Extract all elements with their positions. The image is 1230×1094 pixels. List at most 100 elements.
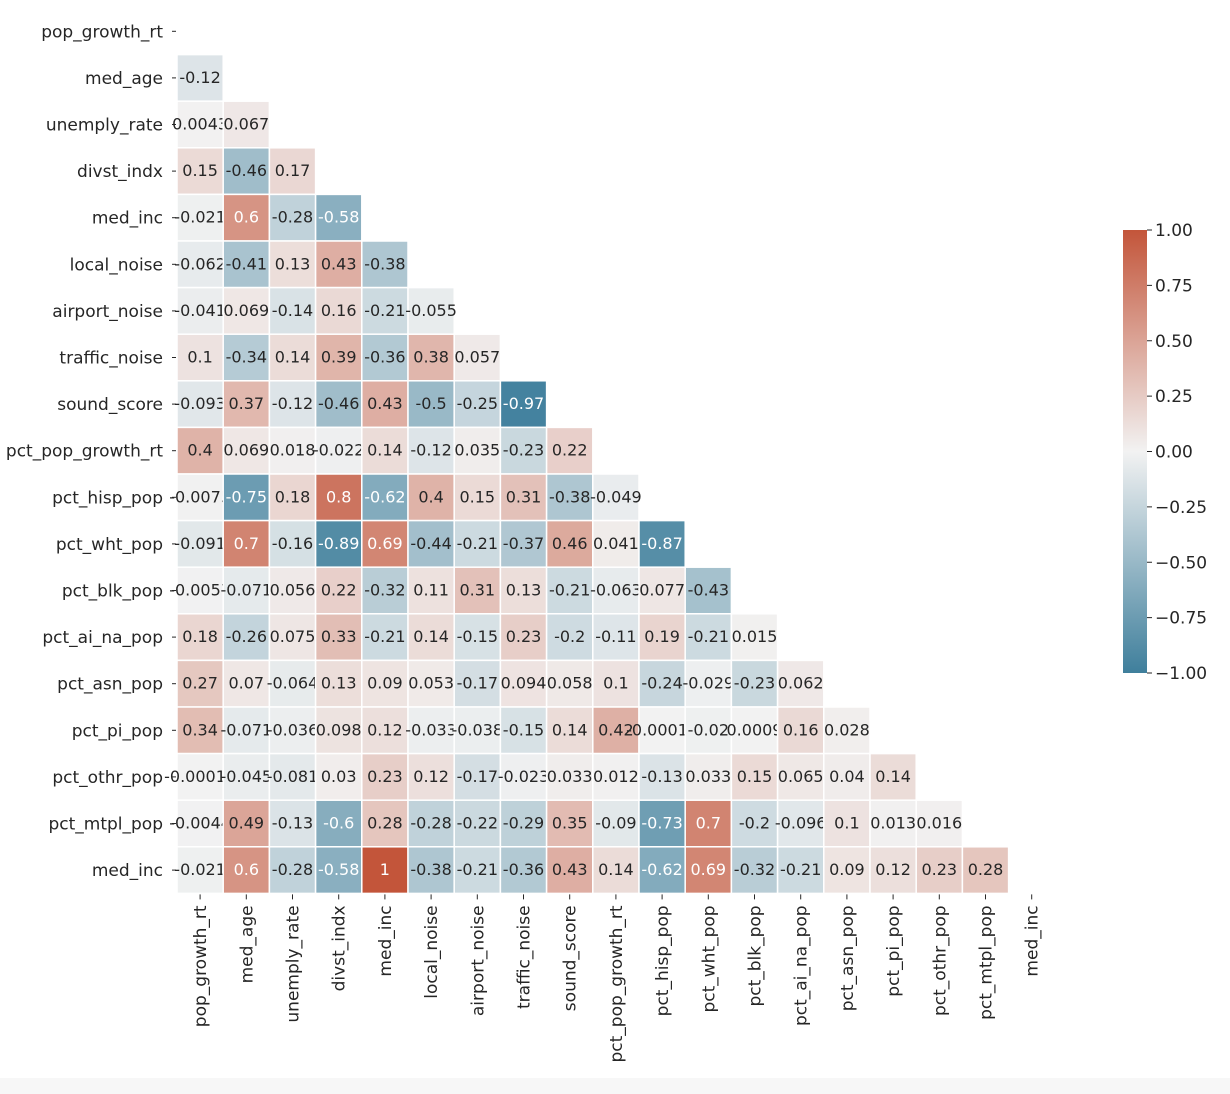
row-label: med_inc — [92, 861, 163, 881]
cell-annotation: 0.34 — [182, 720, 218, 739]
cell-annotation: -0.41 — [226, 254, 267, 273]
cell-annotation: 0.09 — [367, 674, 403, 693]
cell-annotation: 0.18 — [182, 627, 218, 646]
cell-annotation: -0.11 — [595, 627, 636, 646]
cell-annotation: -0.38 — [549, 487, 590, 506]
row-label: pct_blk_pop — [62, 582, 163, 602]
cell-annotation: 0.069 — [223, 441, 269, 460]
cell-annotation: -0.62 — [364, 487, 405, 506]
cell-annotation: 0.19 — [644, 627, 680, 646]
cell-annotation: 0.15 — [182, 161, 218, 180]
heatmap-cell — [684, 566, 733, 615]
heatmap-cell — [407, 659, 455, 708]
cell-annotation: -0.036 — [267, 720, 319, 739]
heatmap-cell — [869, 846, 917, 895]
cell-annotation: 0.03 — [321, 767, 357, 786]
heatmap-cell — [545, 659, 594, 708]
cell-annotation: 0.31 — [506, 487, 542, 506]
heatmap-cell — [268, 380, 317, 429]
cell-annotation: -0.58 — [318, 860, 359, 879]
colorbar-tick-label: −0.50 — [1155, 553, 1207, 573]
column-label: sound_score — [561, 905, 581, 1011]
cell-annotation: 0.23 — [506, 627, 542, 646]
cell-annotation: 0.22 — [552, 441, 588, 460]
column-label: local_noise — [422, 905, 442, 998]
heatmap-cell — [176, 566, 224, 615]
cell-annotation: 0.018 — [270, 441, 316, 460]
cell-annotation: 0.035 — [454, 441, 500, 460]
row-label: airport_noise — [52, 302, 163, 322]
column-label: pct_pi_pop — [884, 905, 904, 996]
colorbar-tick-label: 0.50 — [1155, 332, 1193, 352]
column-label: pct_othr_pop — [930, 905, 950, 1016]
heatmap-cell — [545, 426, 594, 475]
cell-annotation: 0.0043 — [172, 115, 228, 134]
cell-annotation: 0.12 — [413, 767, 449, 786]
cell-annotation: 0.1 — [834, 814, 859, 833]
cell-annotation: 0.11 — [413, 581, 449, 600]
heatmap-cell — [222, 193, 271, 242]
cell-annotation: 0.069 — [223, 301, 269, 320]
column-label: unemply_rate — [284, 905, 304, 1022]
cell-annotation: -0.21 — [457, 534, 498, 553]
row-label: traffic_noise — [59, 349, 163, 369]
heatmap-cell — [545, 566, 594, 615]
cell-annotation: 0.31 — [459, 581, 495, 600]
cell-annotation: 0.23 — [367, 767, 403, 786]
heatmap-cell — [314, 846, 363, 895]
cell-annotation: -0.37 — [503, 534, 544, 553]
cell-annotation: -0.0057 — [169, 581, 231, 600]
cell-annotation: -0.09 — [595, 814, 636, 833]
cell-annotation: -0.14 — [272, 301, 313, 320]
colorbar-tick-label: −0.75 — [1155, 609, 1207, 629]
cell-annotation: 0.12 — [367, 720, 403, 739]
row-label: med_inc — [92, 209, 163, 229]
cell-annotation: -0.58 — [318, 208, 359, 227]
bottom-bar — [0, 1078, 1230, 1094]
cell-annotation: 0.15 — [737, 767, 773, 786]
colorbar-tick-label: −1.00 — [1155, 664, 1207, 684]
cell-annotation: -0.38 — [364, 254, 405, 273]
cell-annotation: -0.23 — [503, 441, 544, 460]
cell-annotation: -0.25 — [457, 394, 498, 413]
cell-annotation: 0.013 — [870, 814, 916, 833]
cell-annotation: 0.065 — [778, 767, 824, 786]
heatmap-cell — [407, 706, 455, 755]
cell-annotation: 0.075 — [270, 627, 316, 646]
cell-annotation: 0.13 — [275, 254, 311, 273]
heatmap-cell — [961, 846, 1010, 895]
cell-annotation: -0.46 — [318, 394, 359, 413]
column-labels: pop_growth_rt med_age unemply_rate divst_in… — [191, 894, 1043, 1062]
cell-annotation: 0.058 — [547, 674, 593, 693]
heatmap-cell — [776, 706, 825, 755]
heatmap-cell — [176, 333, 224, 382]
cell-annotation: 0.42 — [598, 720, 634, 739]
cell-annotation: -0.16 — [272, 534, 313, 553]
row-label: med_age — [85, 69, 163, 89]
cell-annotation: -0.21 — [364, 627, 405, 646]
cell-annotation: 0.16 — [321, 301, 357, 320]
cell-annotation: -0.045 — [221, 767, 273, 786]
column-label: med_age — [237, 905, 257, 983]
heatmap-cell — [222, 240, 271, 289]
cell-annotation: 1 — [380, 860, 390, 879]
colorbar-tick-label: 0.25 — [1155, 387, 1193, 407]
heatmap-cell — [176, 473, 224, 522]
cell-annotation: -0.21 — [457, 860, 498, 879]
cell-annotation: 0.14 — [275, 348, 311, 367]
cell-annotation: 0.37 — [228, 394, 264, 413]
cell-annotation: -0.87 — [641, 534, 682, 553]
heatmap-cell — [638, 706, 686, 755]
column-label: pct_mtpl_pop — [977, 905, 997, 1020]
cell-annotation: 0.09 — [829, 860, 865, 879]
row-label: pct_pi_pop — [72, 721, 163, 741]
row-label: pct_pop_growth_rt — [6, 442, 163, 462]
cell-annotation: -0.21 — [549, 581, 590, 600]
heatmap-cell — [222, 473, 271, 522]
cell-annotation: 0.23 — [921, 860, 957, 879]
heatmap-cell — [176, 53, 224, 102]
column-label: pct_pop_growth_rt — [607, 905, 627, 1062]
cell-annotation: -0.064 — [267, 674, 319, 693]
